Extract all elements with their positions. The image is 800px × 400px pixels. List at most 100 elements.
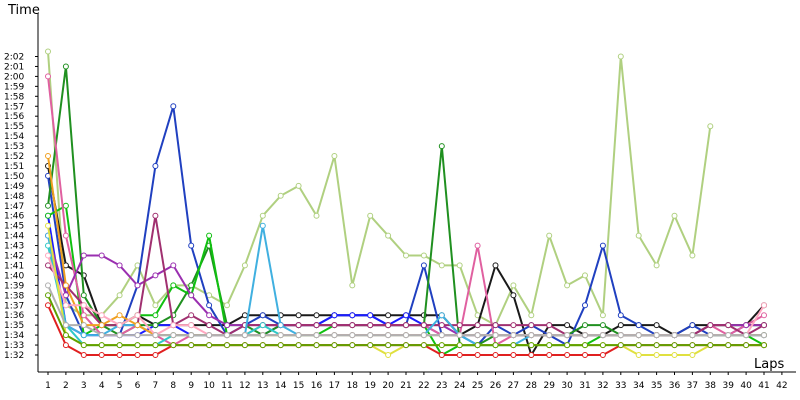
data-point: [45, 48, 51, 55]
data-point: [170, 282, 177, 289]
data-point: [98, 322, 105, 329]
data-point: [241, 312, 248, 319]
data-point: [635, 332, 642, 339]
data-point: [456, 342, 463, 349]
data-point: [277, 322, 284, 329]
data-point: [367, 332, 374, 339]
y-tick-label: 2:02: [4, 53, 24, 63]
y-tick-label: 1:52: [4, 152, 24, 162]
data-point: [689, 352, 696, 358]
data-point: [45, 242, 51, 249]
y-tick-label: 1:46: [4, 212, 24, 222]
x-tick-label: 41: [758, 381, 769, 391]
x-tick-label: 32: [597, 381, 608, 391]
y-tick-label: 1:50: [4, 172, 24, 182]
x-tick-label: 27: [508, 381, 519, 391]
x-tick-label: 38: [705, 381, 717, 391]
series-layer: [45, 48, 767, 358]
data-point: [385, 322, 392, 329]
data-point: [761, 342, 767, 349]
x-tick-label: 5: [117, 381, 123, 391]
data-point: [671, 352, 678, 358]
data-point: [241, 262, 248, 269]
data-point: [45, 202, 51, 209]
data-point: [188, 312, 195, 319]
data-point: [528, 342, 535, 349]
series-10: [45, 222, 767, 349]
data-point: [385, 332, 392, 339]
data-point: [313, 342, 320, 349]
data-point: [295, 322, 302, 329]
data-point: [743, 332, 750, 339]
x-tick-label: 8: [170, 381, 176, 391]
data-point: [98, 312, 105, 319]
y-tick-label: 1:34: [4, 331, 24, 341]
data-point: [403, 342, 409, 349]
series-line: [47, 235, 764, 337]
x-tick-label: 11: [221, 381, 232, 391]
data-point: [224, 332, 230, 339]
y-tick-label: 1:51: [4, 162, 24, 172]
data-point: [599, 312, 606, 319]
data-point: [582, 332, 588, 339]
series-line: [47, 51, 712, 327]
y-tick-label: 1:33: [4, 341, 24, 351]
data-point: [98, 352, 105, 358]
data-point: [295, 312, 302, 319]
data-point: [420, 342, 427, 349]
data-point: [707, 342, 714, 349]
x-tick-label: 25: [472, 381, 483, 391]
y-tick-label: 1:53: [4, 142, 24, 152]
data-point: [689, 342, 696, 349]
y-tick-label: 1:49: [4, 182, 24, 192]
y-tick-label: 1:48: [4, 192, 24, 202]
data-point: [241, 342, 248, 349]
x-tick-label: 35: [651, 381, 662, 391]
series-line: [47, 105, 764, 347]
x-tick-label: 24: [454, 381, 466, 391]
data-point: [80, 292, 87, 299]
data-point: [528, 312, 535, 319]
data-point: [599, 242, 606, 249]
data-point: [206, 322, 213, 329]
data-point: [277, 192, 284, 199]
data-point: [617, 53, 624, 60]
data-point: [45, 302, 51, 309]
data-point: [349, 322, 356, 329]
data-point: [62, 202, 69, 209]
data-point: [295, 332, 302, 339]
data-point: [707, 332, 714, 339]
y-tick-label: 2:01: [4, 62, 24, 72]
data-point: [134, 352, 141, 358]
data-point: [188, 322, 195, 329]
x-tick-label: 16: [311, 381, 323, 391]
x-tick-label: 23: [436, 381, 447, 391]
y-tick-label: 1:56: [4, 112, 24, 122]
data-point: [510, 322, 517, 329]
data-point: [510, 292, 517, 299]
data-point: [188, 342, 195, 349]
y-axis-title: Time: [7, 3, 40, 18]
data-point: [582, 352, 588, 358]
data-point: [45, 282, 51, 289]
y-tick-label: 1:32: [4, 351, 24, 361]
data-point: [152, 332, 159, 339]
y-tick-label: 1:40: [4, 271, 24, 281]
data-point: [761, 322, 767, 329]
data-point: [403, 332, 409, 339]
y-tick-label: 1:41: [4, 261, 24, 271]
data-point: [62, 322, 69, 329]
data-point: [349, 282, 356, 289]
data-point: [152, 322, 159, 329]
data-point: [635, 342, 642, 349]
data-point: [725, 332, 732, 339]
y-tick-label: 1:45: [4, 222, 24, 232]
data-point: [80, 252, 87, 259]
data-point: [599, 322, 606, 329]
data-point: [635, 232, 642, 239]
data-point: [62, 232, 69, 239]
data-point: [582, 322, 588, 329]
y-tick-label: 1:59: [4, 82, 24, 92]
x-tick-label: 4: [99, 381, 105, 391]
